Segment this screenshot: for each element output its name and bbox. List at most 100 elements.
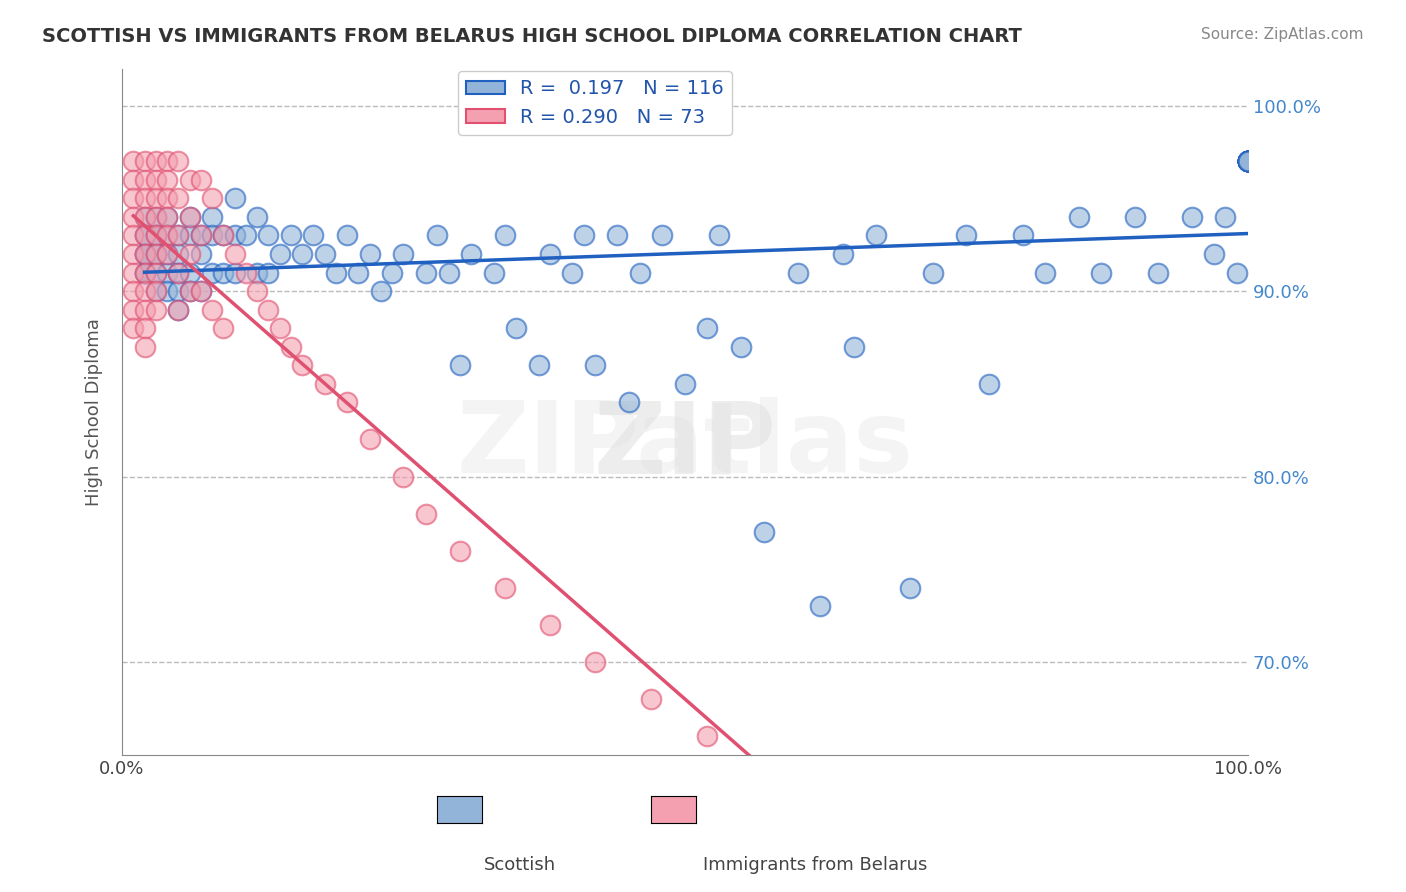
Point [134, 154, 156, 169]
Point [212, 266, 235, 280]
Point [314, 247, 336, 261]
Point [257, 302, 280, 317]
Point [257, 228, 280, 243]
Point [179, 210, 201, 224]
Point [134, 228, 156, 243]
Point [167, 228, 190, 243]
Point [1237, 154, 1260, 169]
Point [122, 266, 145, 280]
Point [179, 228, 201, 243]
Point [257, 266, 280, 280]
Point [831, 804, 853, 818]
Point [134, 210, 156, 224]
Point [246, 210, 269, 224]
Point [426, 228, 449, 243]
Point [1237, 154, 1260, 169]
Point [179, 210, 201, 224]
Point [201, 302, 224, 317]
Point [122, 173, 145, 187]
Point [437, 266, 460, 280]
Point [134, 247, 156, 261]
Point [224, 228, 246, 243]
Point [1011, 228, 1033, 243]
Point [134, 321, 156, 335]
Point [156, 247, 179, 261]
Point [122, 321, 145, 335]
Point [201, 210, 224, 224]
Point [145, 302, 167, 317]
Point [167, 266, 190, 280]
Point [156, 191, 179, 205]
Point [122, 210, 145, 224]
Point [921, 266, 943, 280]
Point [336, 228, 359, 243]
Point [246, 266, 269, 280]
Point [325, 266, 347, 280]
Point [145, 191, 167, 205]
Point [134, 173, 156, 187]
Point [167, 284, 190, 298]
Point [538, 247, 561, 261]
Text: SCOTTISH VS IMMIGRANTS FROM BELARUS HIGH SCHOOL DIPLOMA CORRELATION CHART: SCOTTISH VS IMMIGRANTS FROM BELARUS HIGH… [42, 27, 1022, 45]
Point [134, 247, 156, 261]
Point [156, 266, 179, 280]
Point [280, 228, 302, 243]
Point [156, 173, 179, 187]
Point [224, 247, 246, 261]
Point [1226, 266, 1249, 280]
Point [134, 302, 156, 317]
Point [134, 284, 156, 298]
Point [831, 247, 853, 261]
Point [167, 302, 190, 317]
Point [842, 340, 865, 354]
Point [449, 543, 471, 558]
Point [134, 228, 156, 243]
Point [1237, 154, 1260, 169]
Point [1237, 154, 1260, 169]
Point [201, 228, 224, 243]
Point [190, 228, 212, 243]
Point [179, 284, 201, 298]
Point [134, 266, 156, 280]
Point [302, 228, 325, 243]
Point [167, 266, 190, 280]
Point [145, 228, 167, 243]
Point [314, 376, 336, 391]
Point [1146, 266, 1168, 280]
Point [212, 228, 235, 243]
Point [1180, 210, 1202, 224]
Legend: R =  0.197   N = 116, R = 0.290   N = 73: R = 0.197 N = 116, R = 0.290 N = 73 [458, 71, 731, 135]
Point [1202, 247, 1225, 261]
Point [392, 469, 415, 483]
Point [167, 247, 190, 261]
Point [122, 191, 145, 205]
Point [134, 266, 156, 280]
Point [145, 284, 167, 298]
Point [145, 284, 167, 298]
Point [696, 729, 718, 743]
Point [145, 247, 167, 261]
Point [156, 228, 179, 243]
Point [538, 618, 561, 632]
Point [651, 228, 673, 243]
Point [370, 284, 392, 298]
Point [134, 191, 156, 205]
Point [179, 284, 201, 298]
Point [201, 191, 224, 205]
Point [235, 266, 257, 280]
Point [212, 228, 235, 243]
Point [134, 266, 156, 280]
Point [134, 247, 156, 261]
Point [1213, 210, 1236, 224]
Point [359, 247, 381, 261]
Point [122, 302, 145, 317]
Point [977, 376, 1000, 391]
Point [291, 247, 314, 261]
Point [1237, 154, 1260, 169]
Point [167, 302, 190, 317]
Point [122, 228, 145, 243]
Point [898, 581, 921, 595]
Point [179, 266, 201, 280]
Point [336, 395, 359, 409]
Point [224, 266, 246, 280]
